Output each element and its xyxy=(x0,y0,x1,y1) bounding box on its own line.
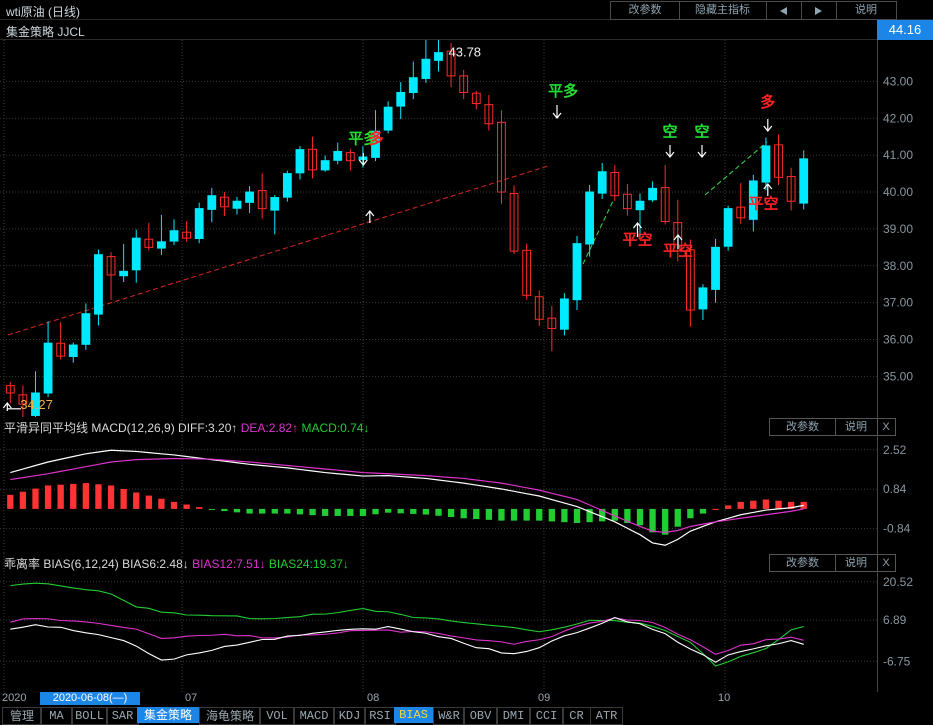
svg-text:20.52: 20.52 xyxy=(883,575,913,589)
svg-text:平空: 平空 xyxy=(748,195,778,213)
svg-text:-6.75: -6.75 xyxy=(883,654,911,668)
svg-text:40.00: 40.00 xyxy=(883,185,913,199)
svg-text:36.00: 36.00 xyxy=(883,333,913,347)
svg-text:空: 空 xyxy=(662,122,677,140)
svg-text:37.00: 37.00 xyxy=(883,296,913,310)
svg-text:0.84: 0.84 xyxy=(883,482,907,496)
svg-text:多: 多 xyxy=(760,93,775,111)
svg-text:42.00: 42.00 xyxy=(883,111,913,125)
svg-text:41.00: 41.00 xyxy=(883,148,913,162)
svg-text:空: 空 xyxy=(694,122,709,140)
svg-text:35.00: 35.00 xyxy=(883,369,913,383)
svg-text:2.52: 2.52 xyxy=(883,443,907,457)
svg-text:多: 多 xyxy=(369,129,384,147)
svg-text:43.78: 43.78 xyxy=(449,45,482,60)
svg-text:34.27: 34.27 xyxy=(20,397,53,412)
svg-text:43.00: 43.00 xyxy=(883,74,913,88)
svg-text:平多: 平多 xyxy=(548,82,578,100)
svg-text:-0.84: -0.84 xyxy=(883,522,911,536)
svg-text:39.00: 39.00 xyxy=(883,222,913,236)
svg-text:38.00: 38.00 xyxy=(883,259,913,273)
svg-text:6.89: 6.89 xyxy=(883,613,907,627)
